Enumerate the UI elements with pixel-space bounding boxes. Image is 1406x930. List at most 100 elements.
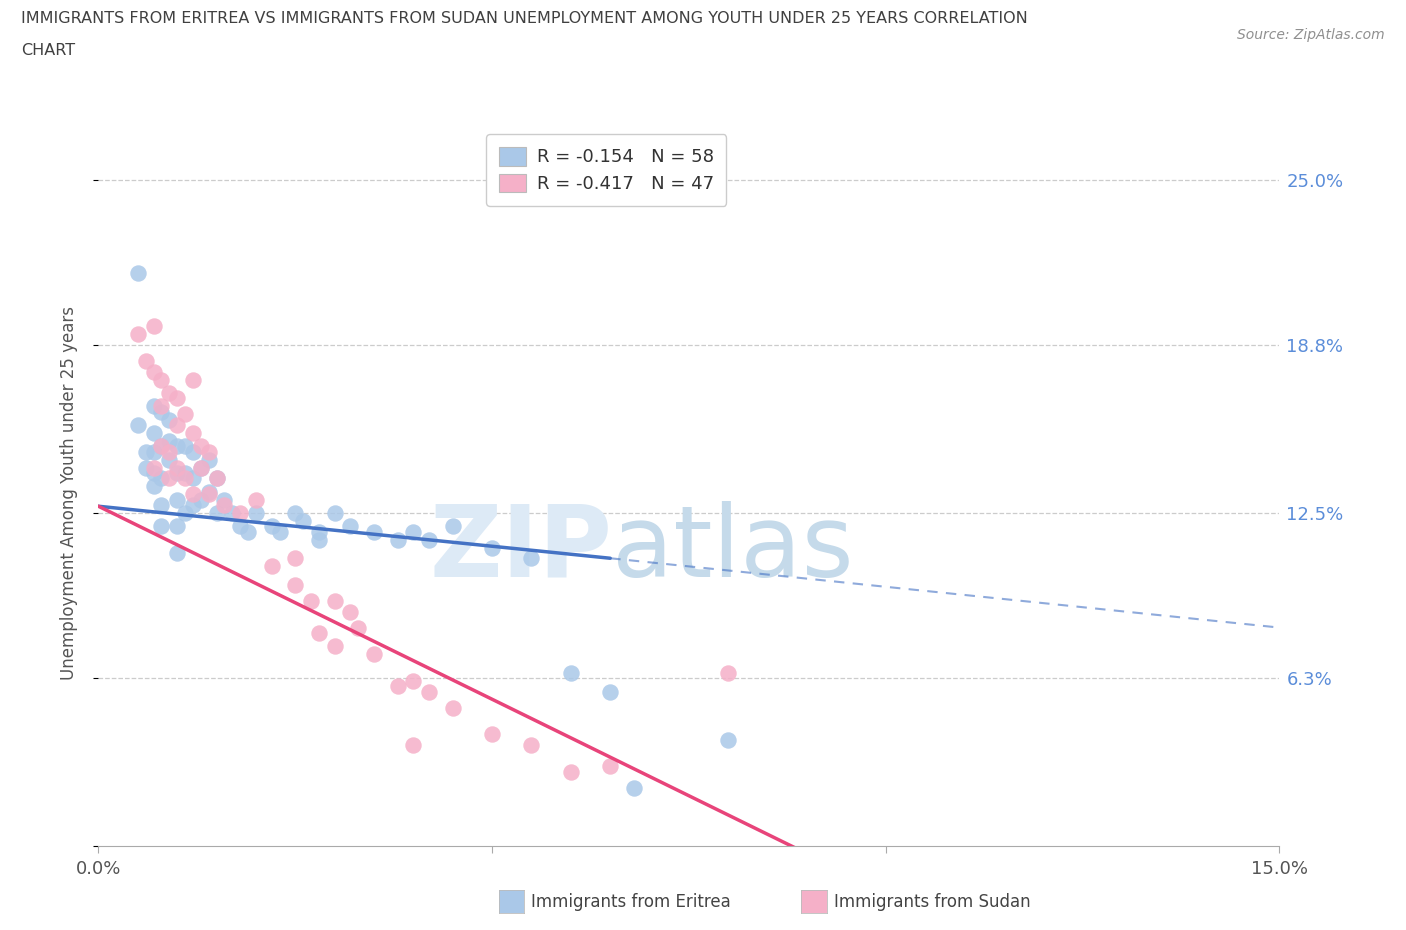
Point <box>142 445 165 459</box>
Point <box>323 639 346 654</box>
Legend: R = -0.154   N = 58, R = -0.417   N = 47: R = -0.154 N = 58, R = -0.417 N = 47 <box>486 135 727 206</box>
Point <box>157 452 180 467</box>
Point <box>142 479 165 494</box>
Point <box>481 727 503 742</box>
Point <box>135 460 157 475</box>
Point <box>157 445 180 459</box>
Point <box>245 492 267 507</box>
Point <box>174 439 197 454</box>
Point <box>308 532 330 547</box>
Point <box>308 626 330 641</box>
Point <box>166 460 188 475</box>
Point <box>150 439 173 454</box>
Point <box>363 525 385 539</box>
Point <box>127 265 149 280</box>
Point <box>205 471 228 485</box>
Text: Immigrants from Eritrea: Immigrants from Eritrea <box>531 893 731 910</box>
Point <box>157 433 180 448</box>
Point <box>599 759 621 774</box>
Point <box>181 486 204 501</box>
Point <box>418 684 440 699</box>
Point <box>142 425 165 440</box>
Point <box>166 492 188 507</box>
Point <box>560 764 582 779</box>
Point <box>142 465 165 480</box>
Point <box>181 445 204 459</box>
Point <box>135 445 157 459</box>
Text: ZIP: ZIP <box>429 501 612 598</box>
Point <box>260 559 283 574</box>
Point <box>323 506 346 521</box>
Point <box>520 737 543 752</box>
Point <box>142 319 165 334</box>
Point <box>323 593 346 608</box>
Point <box>441 700 464 715</box>
Point <box>339 604 361 619</box>
Point <box>339 519 361 534</box>
Point <box>174 506 197 521</box>
Point <box>214 498 236 512</box>
Text: CHART: CHART <box>21 43 75 58</box>
Point <box>142 365 165 379</box>
Point <box>150 519 173 534</box>
Point <box>174 406 197 421</box>
Point <box>150 439 173 454</box>
Point <box>717 732 740 747</box>
Point <box>599 684 621 699</box>
Point <box>284 551 307 565</box>
Text: Source: ZipAtlas.com: Source: ZipAtlas.com <box>1237 28 1385 42</box>
Point <box>135 353 157 368</box>
Point <box>221 506 243 521</box>
Point <box>181 425 204 440</box>
Point <box>229 519 252 534</box>
Point <box>166 439 188 454</box>
Point <box>157 471 180 485</box>
Point <box>402 525 425 539</box>
Point <box>402 673 425 688</box>
Point <box>260 519 283 534</box>
Point <box>190 492 212 507</box>
Point <box>166 465 188 480</box>
Point <box>197 485 219 499</box>
Point <box>214 492 236 507</box>
Point <box>205 471 228 485</box>
Point <box>284 578 307 592</box>
Point <box>150 405 173 419</box>
Point <box>245 506 267 521</box>
Point <box>197 445 219 459</box>
Point <box>205 506 228 521</box>
Point <box>127 418 149 432</box>
Point <box>481 540 503 555</box>
Point <box>418 532 440 547</box>
Point <box>292 513 315 528</box>
Point <box>387 679 409 694</box>
Text: IMMIGRANTS FROM ERITREA VS IMMIGRANTS FROM SUDAN UNEMPLOYMENT AMONG YOUTH UNDER : IMMIGRANTS FROM ERITREA VS IMMIGRANTS FR… <box>21 11 1028 26</box>
Point <box>308 525 330 539</box>
Point <box>190 460 212 475</box>
Point <box>363 647 385 662</box>
Point <box>190 460 212 475</box>
Point <box>150 372 173 387</box>
Point <box>387 532 409 547</box>
Point <box>441 519 464 534</box>
Text: atlas: atlas <box>612 501 853 598</box>
Point <box>520 551 543 565</box>
Point <box>157 385 180 400</box>
Point <box>560 666 582 681</box>
Point <box>150 399 173 414</box>
Point <box>284 506 307 521</box>
Point <box>150 498 173 512</box>
Point <box>717 666 740 681</box>
Point <box>181 498 204 512</box>
Text: Immigrants from Sudan: Immigrants from Sudan <box>834 893 1031 910</box>
Point <box>299 593 322 608</box>
Point <box>236 525 259 539</box>
Point <box>157 412 180 427</box>
Point <box>347 620 370 635</box>
Point <box>166 546 188 561</box>
Point <box>197 486 219 501</box>
Point <box>197 452 219 467</box>
Point <box>150 471 173 485</box>
Point <box>229 506 252 521</box>
Point <box>402 737 425 752</box>
